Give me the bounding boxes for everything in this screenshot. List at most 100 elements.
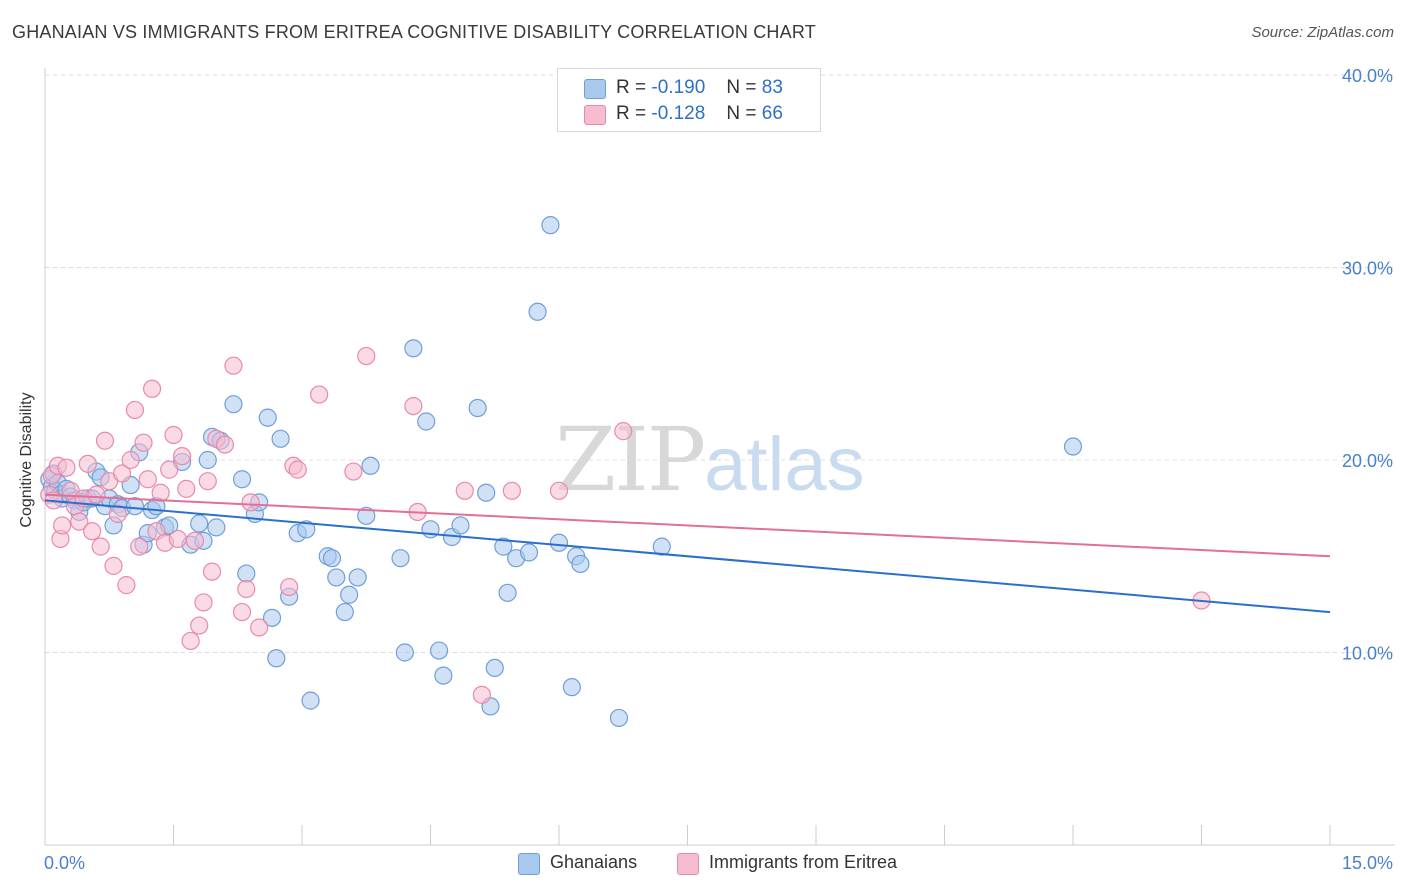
ghanaian-point (198, 450, 217, 470)
ghanaian-point (1063, 437, 1083, 456)
ghanaian-point (361, 456, 380, 475)
ghanaian-point (477, 483, 496, 502)
legend-r-value: -0.190 (651, 77, 706, 98)
legend-n-value: 66 (761, 103, 783, 124)
ghanaian-point (468, 398, 487, 418)
ghanaian-point (335, 602, 354, 622)
legend-n-value: 83 (761, 77, 783, 98)
eritrea-point (472, 685, 491, 704)
eritrea-point (250, 618, 269, 637)
eritrea-point (172, 447, 192, 466)
ghanaian-point (609, 708, 629, 728)
ghanaian-point (404, 339, 423, 358)
eritrea-point (404, 397, 423, 416)
eritrea-point (455, 481, 474, 500)
ghanaian-point (348, 568, 367, 587)
y-tick-label: 20.0% (1342, 451, 1393, 471)
eritrea-point (87, 485, 106, 504)
eritrea-point (95, 431, 115, 450)
eritrea-point (125, 400, 145, 420)
y-tick-label: 10.0% (1342, 644, 1393, 664)
ghanaian-point (494, 537, 513, 556)
eritrea-point (138, 470, 157, 489)
legend-swatch-blue (584, 79, 606, 99)
bottom-legend-label-eritrea: Immigrants from Eritrea (709, 852, 898, 872)
ghanaian-point (232, 470, 252, 489)
eritrea-trend-line (44, 493, 1331, 558)
ghanaian-point (395, 643, 414, 662)
x-tick-label: 0.0% (44, 853, 85, 873)
ghanaian-point (571, 554, 590, 574)
ghanaian-point (125, 497, 145, 516)
eritrea-point (310, 385, 329, 404)
eritrea-point (177, 479, 196, 498)
eritrea-point (190, 616, 209, 635)
watermark: ZIPatlas (555, 408, 865, 511)
legend-text-ghanaians: R = -0.190 N = 83 (616, 77, 783, 99)
eritrea-point (53, 516, 72, 535)
eritrea-point (104, 556, 123, 575)
ghanaian-point (434, 666, 453, 685)
ghanaian-point (485, 658, 504, 678)
bottom-legend-swatch-pink (677, 853, 699, 875)
ghanaian-point (327, 568, 346, 587)
legend-r-value: -0.128 (651, 103, 706, 124)
ghanaian-point (267, 649, 286, 668)
eritrea-point (91, 537, 110, 556)
eritrea-point (181, 631, 200, 651)
eritrea-point (194, 593, 213, 612)
eritrea-point (130, 537, 149, 556)
x-tick-label: 15.0% (1342, 853, 1393, 873)
ghanaian-point (301, 691, 320, 710)
eritrea-point (549, 481, 569, 500)
y-tick-label: 40.0% (1342, 66, 1393, 86)
ghanaian-point (429, 641, 449, 660)
eritrea-point (151, 483, 170, 502)
bottom-legend-swatch-blue (518, 853, 540, 875)
ghanaian-point (417, 412, 436, 431)
watermark-atlas: atlas (704, 422, 865, 507)
eritrea-point (134, 433, 153, 452)
ghanaian-point (528, 302, 547, 321)
ghanaian-point (237, 564, 256, 583)
eritrea-point (280, 577, 299, 597)
legend-n-label: N = (726, 77, 757, 98)
eritrea-point (502, 481, 521, 500)
eritrea-point (185, 531, 205, 550)
eritrea-point (121, 450, 140, 470)
correlation-legend: R = -0.190 N = 83 R = -0.128 N = 66 (557, 68, 821, 132)
ghanaian-point (224, 395, 243, 414)
bottom-legend-label-ghanaians: Ghanaians (550, 852, 638, 872)
ghanaian-point (451, 516, 470, 535)
ghanaian-point (391, 549, 410, 568)
eritrea-point (160, 460, 179, 479)
ghanaian-point (549, 533, 569, 552)
eritrea-point (142, 379, 162, 398)
eritrea-point (78, 454, 97, 473)
eritrea-point (288, 460, 307, 479)
legend-r-label: R = (616, 103, 647, 124)
eritrea-point (241, 493, 260, 512)
ghanaian-trend-line (44, 499, 1331, 614)
legend-n-label: N = (726, 103, 757, 124)
chart-title: GHANAIAN VS IMMIGRANTS FROM ERITREA COGN… (12, 22, 816, 42)
ghanaian-point (652, 537, 671, 556)
eritrea-point (108, 504, 127, 524)
eritrea-point (112, 464, 132, 483)
eritrea-point (198, 472, 217, 491)
eritrea-point (224, 356, 243, 375)
ghanaian-point (357, 506, 376, 525)
ghanaian-point (262, 608, 282, 627)
ghanaian-point (541, 216, 560, 235)
ghanaian-point (498, 583, 517, 602)
eritrea-point (344, 462, 363, 481)
legend-swatch-pink (584, 105, 606, 125)
eritrea-point (83, 522, 102, 541)
ghanaian-point (519, 543, 539, 562)
legend-r-label: R = (616, 77, 647, 98)
ghanaian-point (207, 518, 226, 537)
eritrea-point (202, 562, 222, 581)
y-axis-label: Cognitive Disability (18, 392, 35, 528)
eritrea-point (57, 458, 76, 477)
